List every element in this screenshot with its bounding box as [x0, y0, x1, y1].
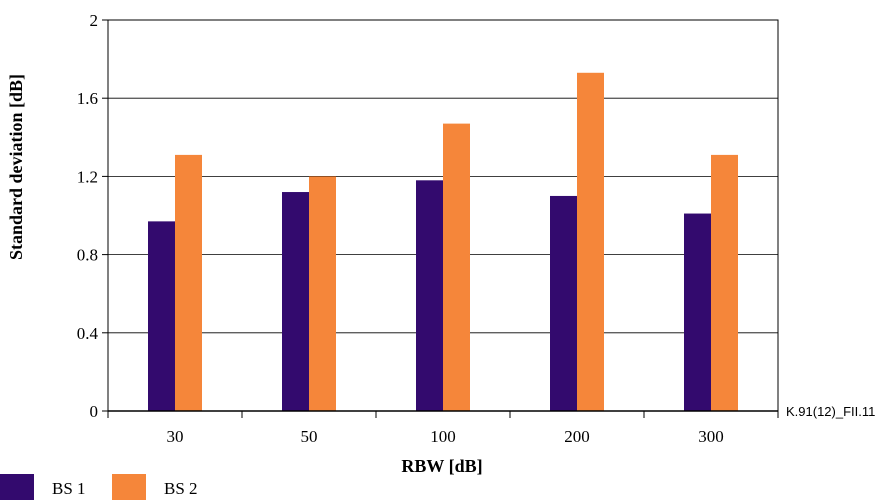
bar-bs-1-50 — [282, 192, 309, 411]
x-tick-label: 50 — [301, 427, 318, 446]
legend-label: BS 1 — [52, 479, 86, 498]
legend-swatch — [112, 474, 146, 500]
x-tick-label: 100 — [430, 427, 456, 446]
bar-bs-2-30 — [175, 154, 202, 411]
x-axis-ticks: 30 50 100 200 300 — [107, 411, 779, 446]
y-tick-label: 0.8 — [77, 246, 98, 265]
axes — [107, 19, 779, 412]
x-tick-label: 300 — [698, 427, 724, 446]
y-tick-label: 0.4 — [77, 324, 99, 343]
legend: BS 1 BS 2 — [0, 474, 198, 500]
y-tick-label: 1.2 — [77, 167, 98, 186]
y-tick-label: 0 — [90, 402, 99, 421]
bar-bs-1-100 — [416, 180, 443, 411]
bar-bs-2-100 — [443, 123, 470, 412]
y-tick-label: 1.6 — [77, 89, 98, 108]
x-tick-label: 30 — [167, 427, 184, 446]
y-axis-title: Standard deviation [dB] — [6, 74, 26, 260]
bar-bs-1-200 — [550, 195, 577, 411]
figure-reference: K.91(12)_FII.11 — [786, 404, 875, 419]
plot-frame — [107, 19, 779, 412]
x-tick-label: 200 — [564, 427, 590, 446]
legend-swatch — [0, 474, 34, 500]
y-tick-label: 2 — [90, 11, 99, 30]
bar-bs-2-200 — [577, 72, 604, 411]
legend-label: BS 2 — [164, 479, 198, 498]
x-axis-title: RBW [dB] — [401, 456, 482, 476]
bar-bs-2-300 — [711, 154, 738, 411]
y-axis-ticks: 0 0.4 0.8 1.2 1.6 2 — [77, 11, 108, 421]
bar-bs-1-300 — [684, 213, 711, 411]
bar-bs-2-50 — [309, 176, 336, 411]
bars — [148, 72, 738, 412]
bar-bs-1-30 — [148, 221, 175, 411]
